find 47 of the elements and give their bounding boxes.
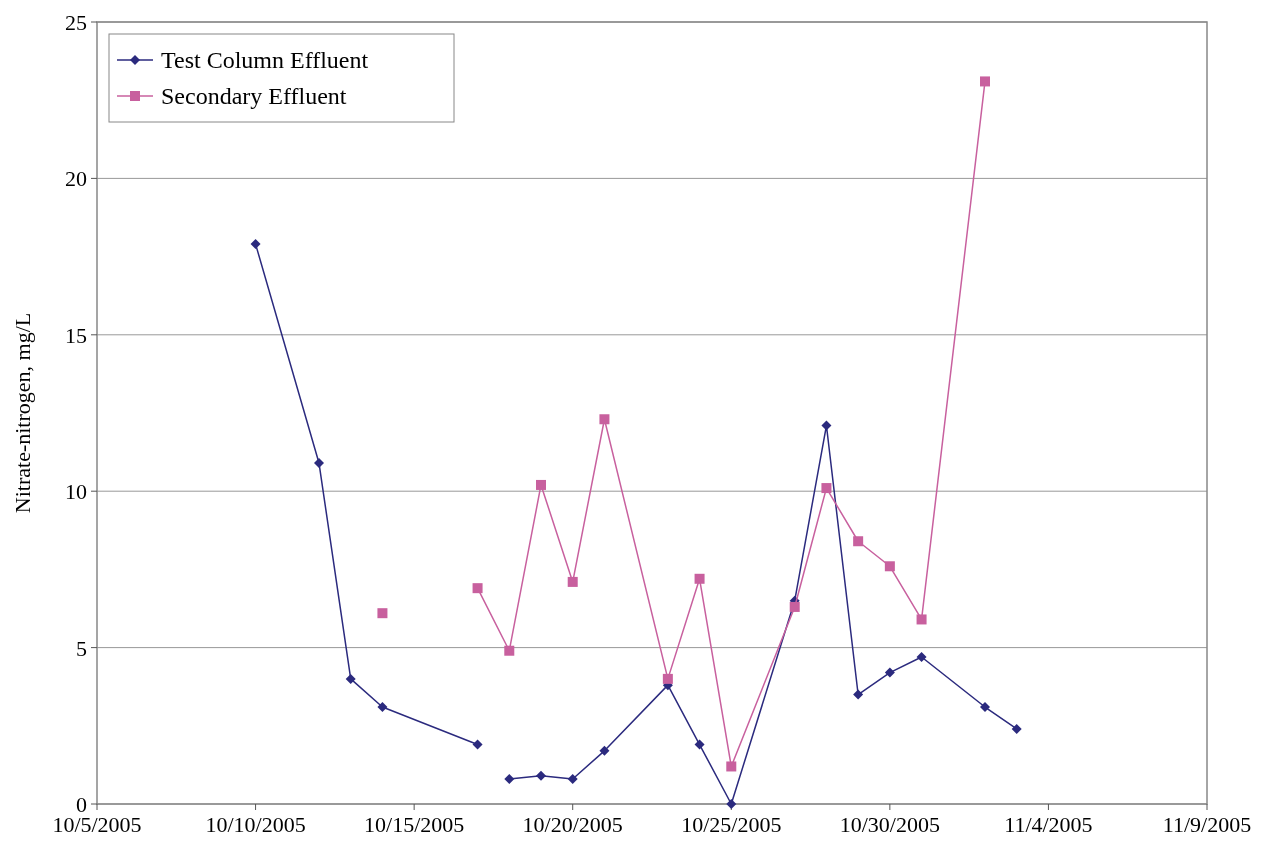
point	[980, 702, 990, 713]
point	[472, 583, 483, 594]
y-tick-label: 10	[65, 479, 87, 505]
x-tick-label: 11/4/2005	[1004, 812, 1093, 837]
y-axis-title: Nitrate-nitrogen, mg/L	[10, 312, 35, 514]
point	[884, 667, 895, 678]
point	[599, 414, 610, 425]
point	[377, 702, 388, 713]
x-tick-label: 10/20/2005	[522, 812, 623, 837]
point	[789, 601, 800, 612]
point	[377, 608, 388, 619]
point	[567, 773, 578, 784]
point	[821, 483, 832, 494]
point	[980, 76, 990, 87]
point	[536, 479, 546, 490]
point	[694, 739, 705, 750]
point	[853, 536, 864, 547]
point	[536, 770, 546, 781]
point	[916, 651, 927, 662]
x-tick-label: 10/25/2005	[681, 812, 782, 837]
x-tick-label: 10/30/2005	[839, 812, 940, 837]
point	[1011, 723, 1022, 734]
point	[853, 689, 864, 700]
point	[472, 739, 483, 750]
point	[726, 761, 737, 772]
point	[599, 745, 610, 756]
point	[345, 673, 356, 684]
point	[916, 614, 927, 625]
point	[662, 673, 673, 684]
point	[694, 573, 705, 584]
point	[250, 239, 261, 250]
point	[884, 561, 895, 572]
x-tick-label: 10/15/2005	[364, 812, 465, 837]
point	[314, 458, 324, 469]
y-tick-label: 5	[76, 635, 87, 661]
y-tick-label: 15	[65, 322, 87, 348]
legend-label: Secondary Effluent	[161, 83, 347, 109]
point	[504, 645, 515, 656]
point	[504, 773, 515, 784]
x-tick-label: 10/10/2005	[205, 812, 306, 837]
legend-label: Test Column Effluent	[161, 47, 369, 73]
point	[726, 799, 737, 809]
point	[567, 576, 578, 587]
y-tick-label: 25	[65, 10, 87, 35]
x-tick-label: 11/9/2005	[1162, 812, 1252, 837]
y-tick-label: 20	[65, 166, 87, 192]
point	[821, 420, 832, 431]
